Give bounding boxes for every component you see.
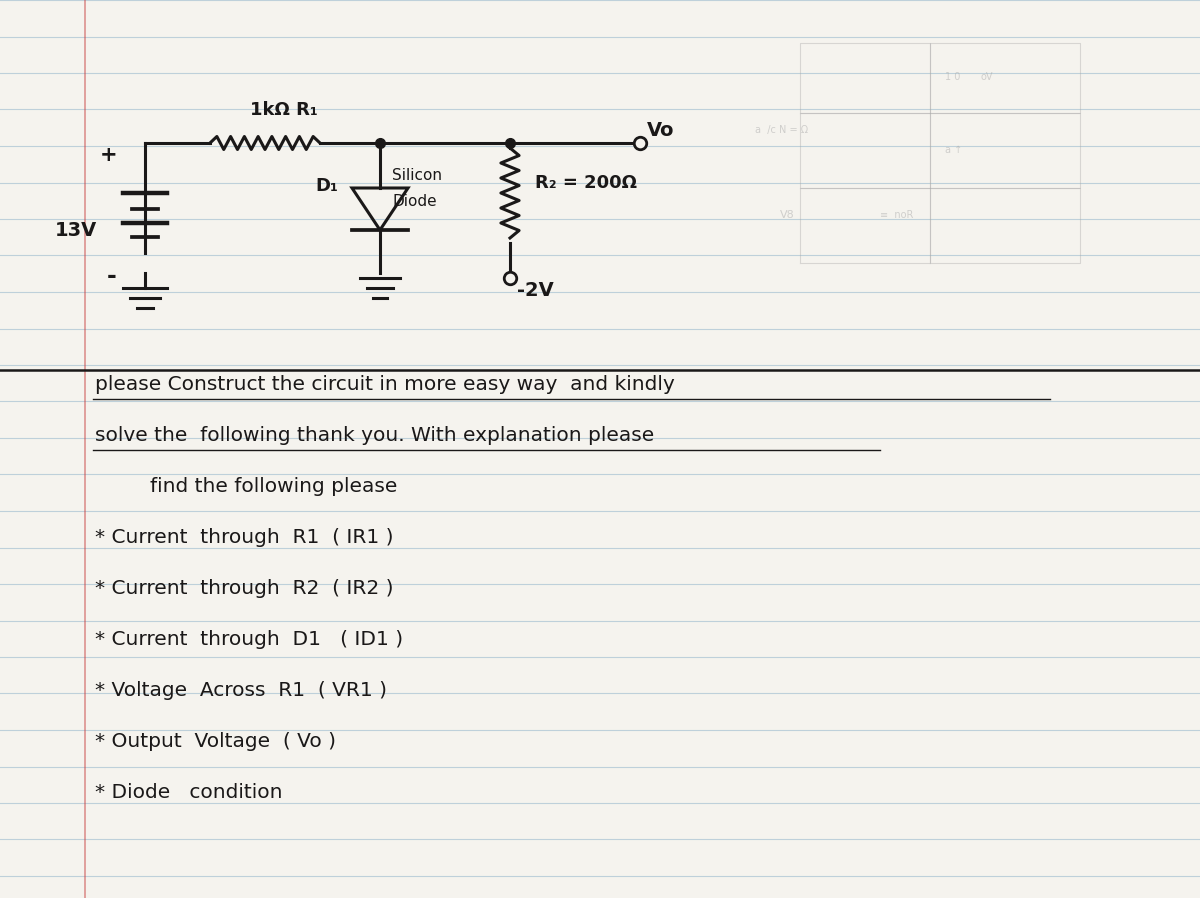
Text: +: +: [100, 145, 118, 165]
Text: V8: V8: [780, 210, 794, 220]
Text: please Construct the circuit in more easy way  and kindly: please Construct the circuit in more eas…: [95, 375, 674, 394]
Text: R₂ = 200Ω: R₂ = 200Ω: [535, 174, 637, 192]
Text: ≡  noR: ≡ noR: [880, 210, 913, 220]
Text: -2V: -2V: [517, 281, 553, 300]
Text: * Current  through  R1  ( IR1 ): * Current through R1 ( IR1 ): [95, 528, 394, 547]
Text: * Current  through  D1   ( ID1 ): * Current through D1 ( ID1 ): [95, 630, 403, 649]
Text: * Output  Voltage  ( Vo ): * Output Voltage ( Vo ): [95, 732, 336, 751]
Text: find the following please: find the following please: [150, 477, 397, 496]
Text: 13V: 13V: [55, 221, 97, 240]
Text: solve the  following thank you. With explanation please: solve the following thank you. With expl…: [95, 426, 654, 445]
Text: * Diode   condition: * Diode condition: [95, 783, 282, 802]
Text: 1 0: 1 0: [946, 72, 960, 82]
Text: a  /c N = Ω: a /c N = Ω: [755, 125, 808, 135]
Text: 1kΩ R₁: 1kΩ R₁: [250, 101, 318, 119]
Text: -: -: [107, 264, 116, 288]
Text: oV: oV: [980, 72, 992, 82]
Text: Silicon: Silicon: [392, 168, 442, 183]
Text: a ↑: a ↑: [946, 145, 962, 155]
Text: Diode: Diode: [392, 194, 437, 209]
Text: * Current  through  R2  ( IR2 ): * Current through R2 ( IR2 ): [95, 579, 394, 598]
Text: * Voltage  Across  R1  ( VR1 ): * Voltage Across R1 ( VR1 ): [95, 681, 386, 700]
Text: D₁: D₁: [314, 177, 338, 195]
Text: Vo: Vo: [647, 121, 674, 140]
